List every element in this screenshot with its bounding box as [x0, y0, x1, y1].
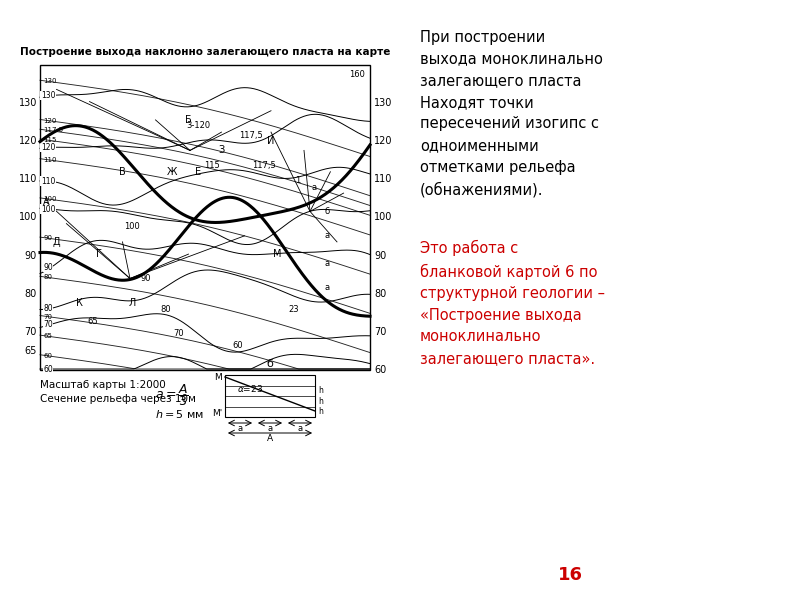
Text: h: h: [318, 386, 323, 395]
Text: М': М': [212, 409, 222, 418]
Text: Построение выхода наклонно залегающего пласта на карте: Построение выхода наклонно залегающего п…: [20, 47, 390, 57]
Text: a: a: [298, 424, 302, 433]
Text: 23: 23: [289, 304, 299, 313]
Text: Сечение рельефа через 10м: Сечение рельефа через 10м: [40, 394, 196, 404]
Text: 110: 110: [18, 175, 37, 184]
Text: И: И: [267, 136, 274, 146]
Text: 117,5: 117,5: [253, 161, 276, 170]
Text: 117,5: 117,5: [239, 131, 263, 140]
Text: М: М: [214, 373, 222, 382]
Text: б: б: [266, 359, 274, 369]
Text: б: б: [325, 207, 330, 216]
Text: А: А: [43, 197, 50, 207]
Text: 130: 130: [43, 79, 57, 85]
Text: 60: 60: [233, 341, 243, 350]
Text: 115: 115: [204, 161, 219, 170]
Text: 120: 120: [43, 118, 56, 124]
Text: 90: 90: [374, 251, 386, 260]
Text: 80: 80: [160, 304, 170, 313]
Text: $a = \dfrac{A}{3}$: $a = \dfrac{A}{3}$: [155, 382, 189, 408]
Text: Е: Е: [195, 167, 202, 177]
Text: a: a: [238, 424, 242, 433]
Text: а: а: [311, 182, 317, 191]
Text: а: а: [325, 259, 330, 268]
Text: 130: 130: [374, 98, 392, 108]
Text: 80: 80: [374, 289, 386, 299]
Text: $h = 5$ мм: $h = 5$ мм: [155, 408, 204, 420]
Text: 70: 70: [43, 320, 53, 329]
Text: Л: Л: [129, 298, 136, 308]
Text: 120: 120: [18, 136, 37, 146]
Text: Д: Д: [53, 237, 60, 247]
Text: Б: Б: [185, 115, 192, 125]
Text: 1: 1: [294, 176, 300, 185]
Text: 100: 100: [41, 205, 55, 214]
Text: 117.5: 117.5: [43, 127, 63, 133]
Text: 80: 80: [43, 274, 52, 280]
Text: Ж: Ж: [166, 167, 178, 177]
Text: 3-120: 3-120: [186, 121, 210, 130]
Text: 160: 160: [349, 70, 365, 79]
Text: 60: 60: [43, 353, 52, 359]
Text: 70: 70: [174, 329, 184, 338]
Text: 90: 90: [140, 274, 151, 283]
Text: 100: 100: [374, 212, 392, 223]
Text: При построении
выхода моноклинально
залегающего пласта
Находят точки
пересечений: При построении выхода моноклинально зале…: [420, 30, 603, 197]
Text: 100: 100: [18, 212, 37, 223]
Text: 60: 60: [43, 364, 53, 373]
Text: 80: 80: [43, 304, 53, 313]
Bar: [40, 65, 370, 370]
Text: 60: 60: [374, 365, 386, 375]
Text: 120: 120: [374, 136, 393, 146]
Text: 100: 100: [125, 222, 140, 231]
Text: h: h: [318, 397, 323, 406]
Text: 100: 100: [43, 196, 57, 202]
Bar: [225, 375, 315, 417]
Text: $\alpha$=23: $\alpha$=23: [237, 383, 263, 394]
Text: Это работа с
бланковой картой 6 по
структурной геологии –
«Построение выхода
мон: Это работа с бланковой картой 6 по струк…: [420, 240, 605, 366]
Text: 90: 90: [43, 235, 52, 241]
Text: h: h: [318, 407, 323, 416]
Text: A: A: [267, 434, 273, 443]
Text: 110: 110: [41, 177, 55, 186]
Text: 70: 70: [25, 327, 37, 337]
Text: 90: 90: [25, 251, 37, 260]
Text: Масштаб карты 1:2000: Масштаб карты 1:2000: [40, 380, 166, 390]
Text: Г: Г: [97, 249, 102, 259]
Text: 130: 130: [18, 98, 37, 108]
Text: 90: 90: [43, 263, 53, 272]
Text: 65: 65: [25, 346, 37, 356]
Text: 80: 80: [25, 289, 37, 299]
Text: 70: 70: [374, 327, 386, 337]
Text: 120: 120: [41, 143, 55, 152]
Text: 65: 65: [87, 317, 98, 326]
Text: 115: 115: [43, 137, 56, 143]
Text: К: К: [76, 298, 83, 308]
Text: а: а: [325, 231, 330, 240]
Text: 130: 130: [41, 91, 55, 100]
Text: 110: 110: [43, 157, 57, 163]
Text: 65: 65: [43, 333, 52, 339]
Text: 70: 70: [43, 314, 52, 320]
Text: 16: 16: [558, 566, 582, 584]
Text: М: М: [274, 249, 282, 259]
Text: a: a: [267, 424, 273, 433]
Text: 110: 110: [374, 175, 392, 184]
Text: а: а: [325, 283, 330, 292]
Text: З: З: [218, 145, 225, 155]
Text: В: В: [119, 167, 126, 177]
